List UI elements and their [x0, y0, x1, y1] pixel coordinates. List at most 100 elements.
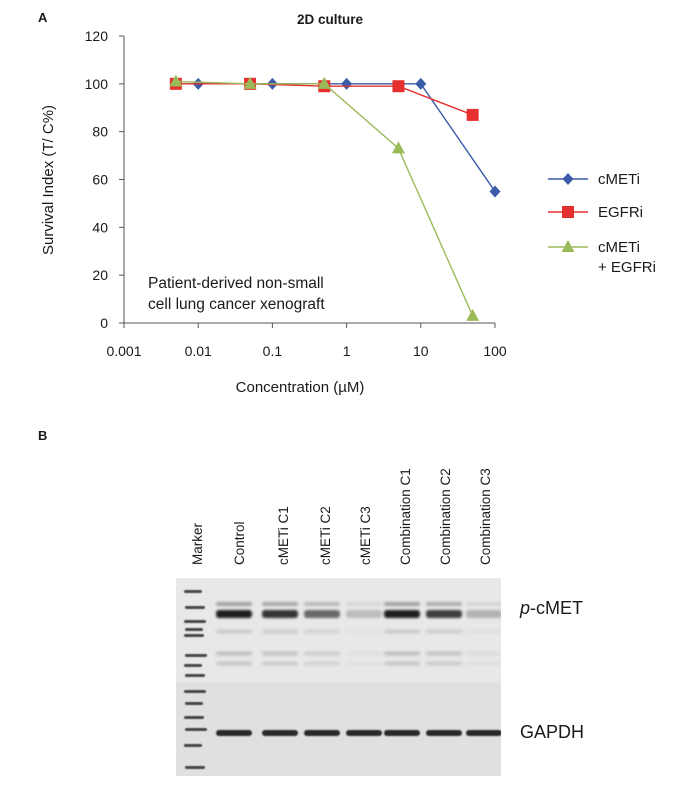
y-tick-label: 80: [92, 124, 108, 140]
pcmet-band: [346, 610, 382, 618]
pcmet-upper-band: [216, 602, 252, 606]
data-point-2: [169, 74, 183, 87]
pcmet-lower-band: [466, 652, 501, 655]
x-tick-label: 0.1: [263, 343, 283, 359]
pcmet-lower-band: [304, 652, 340, 655]
marker-ladder-band: [185, 674, 205, 677]
y-tick-label: 40: [92, 219, 108, 235]
pcmet-band: [262, 610, 298, 618]
pcmet-band: [384, 610, 420, 618]
pcmet-band: [466, 610, 501, 618]
chart-annotation-line: Patient-derived non-small: [148, 275, 324, 292]
western-blot-image: [176, 578, 501, 776]
marker-ladder-band: [184, 620, 206, 623]
x-tick-label: 100: [483, 343, 507, 359]
lane-label: cMETi C2: [318, 506, 333, 565]
pcmet-band: [426, 610, 462, 618]
data-point-0: [415, 77, 427, 90]
gapdh-band: [262, 730, 298, 736]
lane-label: Combination C1: [398, 468, 413, 565]
marker-ladder-band: [184, 716, 204, 719]
lane-label: Combination C2: [438, 468, 453, 565]
pcmet-lower-band: [384, 630, 420, 633]
marker-ladder-band: [184, 634, 204, 637]
lane-label: cMETi C1: [276, 506, 291, 565]
chart-title: 2D culture: [297, 12, 364, 27]
pcmet-upper-band: [384, 602, 420, 606]
pcmet-upper-band: [466, 602, 501, 606]
x-tick-label: 0.01: [185, 343, 212, 359]
pcmet-upper-band: [426, 602, 462, 606]
lane-label: Combination C3: [478, 468, 493, 565]
lane-label: cMETi C3: [358, 506, 373, 565]
pcmet-lower-band: [262, 652, 298, 655]
pcmet-upper-band: [262, 602, 298, 606]
pcmet-lower-band: [426, 662, 462, 665]
gapdh-band: [426, 730, 462, 736]
pcmet-band: [304, 610, 340, 618]
pcmet-lower-band: [216, 630, 252, 633]
legend-label-0: cMETi: [598, 171, 640, 188]
y-tick-label: 100: [85, 76, 109, 92]
data-point-1: [392, 80, 405, 93]
gapdh-band: [346, 730, 382, 736]
legend-label-2: cMETi: [598, 239, 640, 256]
y-tick-label: 20: [92, 267, 108, 283]
y-tick-label: 120: [85, 28, 109, 44]
data-point-2: [391, 141, 405, 154]
pcmet-label-rest: -cMET: [530, 598, 584, 618]
series-line-0: [175, 83, 496, 192]
y-tick-label: 60: [92, 172, 108, 188]
legend-label-2: + EGFRi: [598, 259, 656, 276]
lane-label: Control: [232, 521, 247, 565]
legend-marker-1: [562, 206, 574, 218]
x-tick-label: 1: [343, 343, 351, 359]
legend-marker-2: [561, 240, 575, 252]
data-point-0: [341, 77, 353, 90]
data-point-1: [466, 108, 479, 121]
marker-ladder-band: [184, 664, 202, 667]
pcmet-lower-band: [346, 630, 382, 633]
pcmet-band: [216, 610, 252, 618]
pcmet-lower-band: [426, 652, 462, 655]
gapdh-label: GAPDH: [520, 722, 585, 742]
data-point-0: [489, 185, 501, 198]
pcmet-lower-band: [346, 652, 382, 655]
data-point-2: [317, 76, 331, 89]
pcmet-lower-band: [262, 662, 298, 665]
marker-ladder-band: [185, 628, 203, 631]
y-tick-label: 0: [100, 315, 108, 331]
y-axis-label: Survival Index (T/ C%): [40, 105, 57, 255]
pcmet-lower-band: [216, 652, 252, 655]
legend-label-1: EGFRi: [598, 204, 643, 221]
marker-ladder-band: [185, 728, 207, 731]
gapdh-band: [304, 730, 340, 736]
pcmet-lower-band: [384, 662, 420, 665]
marker-ladder-band: [184, 690, 206, 693]
pcmet-lower-band: [262, 630, 298, 633]
marker-ladder-band: [185, 702, 203, 705]
panel-b-label: B: [38, 428, 48, 443]
gapdh-band: [216, 730, 252, 736]
pcmet-lower-band: [466, 630, 501, 633]
blot-pcmet-region: [176, 578, 501, 682]
pcmet-lower-band: [216, 662, 252, 665]
pcmet-lower-band: [304, 630, 340, 633]
marker-ladder-band: [185, 766, 205, 769]
pcmet-label-italic: p: [520, 598, 531, 618]
legend-marker-0: [562, 173, 574, 185]
chart-annotation-line: cell lung cancer xenograft: [148, 296, 325, 313]
pcmet-lower-band: [304, 662, 340, 665]
pcmet-lower-band: [384, 652, 420, 655]
survival-chart: 0 20 40 60 80 100 120 0.001 0.01 0.1 1 10 100 2D cult…: [40, 12, 656, 396]
lane-label: Marker: [190, 522, 205, 565]
marker-ladder-band: [185, 654, 207, 657]
marker-ladder-band: [184, 590, 202, 593]
panel-a-label: A: [38, 10, 48, 25]
gapdh-band: [384, 730, 420, 736]
pcmet-lower-band: [426, 630, 462, 633]
pcmet-upper-band: [346, 602, 382, 606]
marker-ladder-band: [185, 606, 205, 609]
pcmet-upper-band: [304, 602, 340, 606]
marker-ladder-band: [184, 744, 202, 747]
